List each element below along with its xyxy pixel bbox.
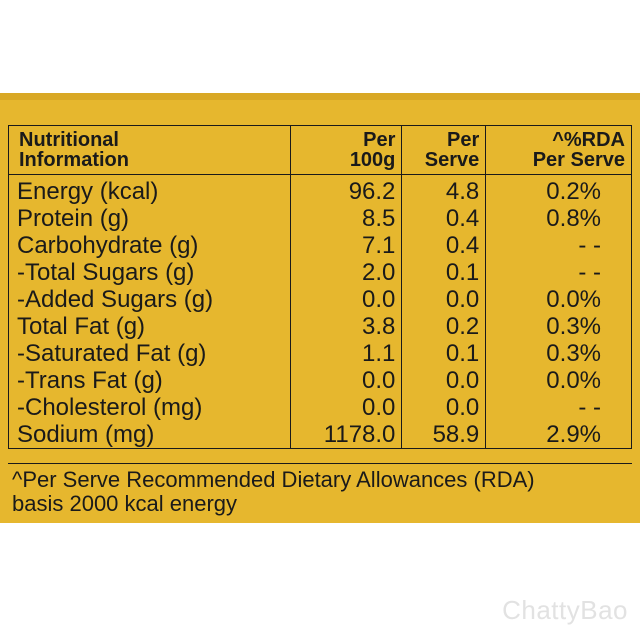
table-row: -Cholesterol (mg) 0.0 0.0- - <box>8 394 632 421</box>
table-row: Sodium (mg) 1178.0 58.9 2.9% <box>8 421 632 449</box>
header-line: Per <box>363 129 396 151</box>
rda-value: - - <box>485 259 632 286</box>
nutrient-label: -Trans Fat (g) <box>8 367 291 394</box>
table-row: -Total Sugars (g) 2.0 0.1- - <box>8 259 632 286</box>
nutrient-label: -Cholesterol (mg) <box>8 394 291 421</box>
nutrient-label: Carbohydrate (g) <box>8 232 291 259</box>
header-rda-per-serve: ^%RDA Per Serve <box>485 125 632 175</box>
per-100g-value: 1.1 <box>289 340 403 367</box>
header-line: Nutritional <box>19 129 119 151</box>
nutrition-panel: Nutritional Information Per 100g Per Ser… <box>0 93 640 523</box>
header-nutritional-information: Nutritional Information <box>8 125 291 175</box>
header-per-100g: Per 100g <box>289 125 403 175</box>
nutrient-label: -Saturated Fat (g) <box>8 340 291 367</box>
per-serve-value: 0.2 <box>401 313 487 340</box>
header-line: Information <box>19 149 129 171</box>
rda-value: - - <box>485 232 632 259</box>
per-serve-value: 0.1 <box>401 259 487 286</box>
nutrient-label: Total Fat (g) <box>8 313 291 340</box>
header-line: Per <box>447 129 480 151</box>
rda-value: 0.0% <box>485 367 632 394</box>
per-serve-value: 4.8 <box>401 174 487 205</box>
table-row: Total Fat (g) 3.8 0.2 0.3% <box>8 313 632 340</box>
table-header-row: Nutritional Information Per 100g Per Ser… <box>8 125 632 175</box>
footnote: ^Per Serve Recommended Dietary Allowance… <box>12 468 632 516</box>
per-100g-value: 7.1 <box>289 232 403 259</box>
table-row: Carbohydrate (g) 7.1 0.4- - <box>8 232 632 259</box>
rda-value: 0.0% <box>485 286 632 313</box>
per-serve-value: 0.0 <box>401 367 487 394</box>
per-100g-value: 3.8 <box>289 313 403 340</box>
table-row: -Trans Fat (g) 0.0 0.0 0.0% <box>8 367 632 394</box>
rda-value: 0.2% <box>485 174 632 205</box>
footnote-line: ^Per Serve Recommended Dietary Allowance… <box>12 467 535 492</box>
header-line: 100g <box>349 149 396 171</box>
rda-value: 0.8% <box>485 205 632 232</box>
header-line: Serve <box>424 149 480 171</box>
rda-value: 0.3% <box>485 340 632 367</box>
nutrient-label: -Added Sugars (g) <box>8 286 291 313</box>
nutrient-label: Protein (g) <box>8 205 291 232</box>
nutrient-label: Energy (kcal) <box>8 174 291 205</box>
per-100g-value: 1178.0 <box>289 421 403 449</box>
rda-value: 0.3% <box>485 313 632 340</box>
header-line: Per Serve <box>532 149 625 171</box>
per-100g-value: 8.5 <box>289 205 403 232</box>
table-row: Energy (kcal) 96.2 4.8 0.2% <box>8 174 632 205</box>
table-row: Protein (g) 8.5 0.4 0.8% <box>8 205 632 232</box>
nutrient-label: -Total Sugars (g) <box>8 259 291 286</box>
watermark: ChattyBao <box>502 595 628 625</box>
per-100g-value: 0.0 <box>289 394 403 421</box>
header-line: ^%RDA <box>552 129 625 151</box>
per-serve-value: 0.0 <box>401 286 487 313</box>
per-serve-value: 58.9 <box>401 421 487 449</box>
nutrient-label: Sodium (mg) <box>8 421 291 449</box>
footnote-divider <box>8 463 632 464</box>
table-row: -Added Sugars (g) 0.0 0.0 0.0% <box>8 286 632 313</box>
per-100g-value: 0.0 <box>289 286 403 313</box>
header-per-serve: Per Serve <box>401 125 487 175</box>
per-100g-value: 2.0 <box>289 259 403 286</box>
per-serve-value: 0.0 <box>401 394 487 421</box>
table-row: -Saturated Fat (g) 1.1 0.1 0.3% <box>8 340 632 367</box>
rda-value: - - <box>485 394 632 421</box>
per-100g-value: 0.0 <box>289 367 403 394</box>
per-serve-value: 0.4 <box>401 232 487 259</box>
per-serve-value: 0.4 <box>401 205 487 232</box>
per-100g-value: 96.2 <box>289 174 403 205</box>
footnote-line: basis 2000 kcal energy <box>12 491 238 516</box>
top-strip <box>0 93 640 100</box>
per-serve-value: 0.1 <box>401 340 487 367</box>
rda-value: 2.9% <box>485 421 632 449</box>
nutrition-table: Nutritional Information Per 100g Per Ser… <box>8 125 632 449</box>
